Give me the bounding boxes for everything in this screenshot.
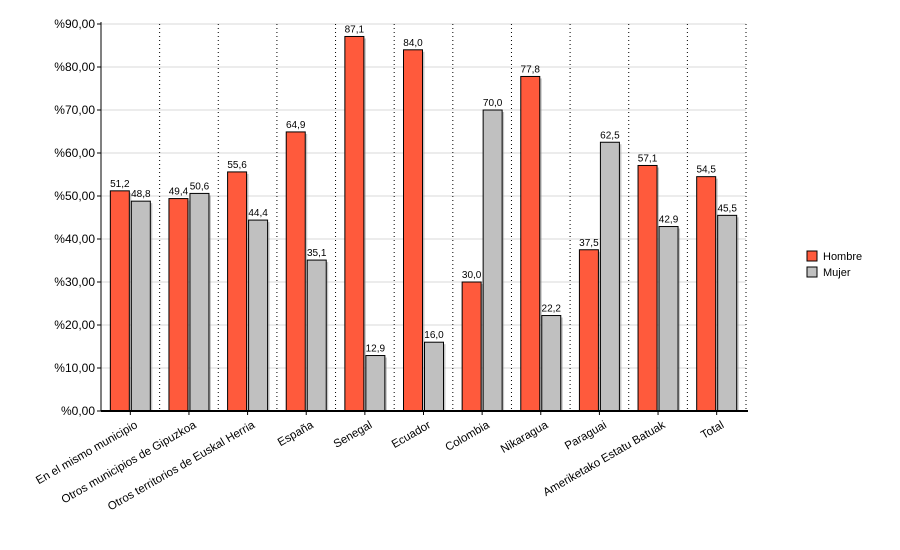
bar-mujer xyxy=(541,315,562,412)
bar-hombre xyxy=(168,198,189,412)
x-category-label: Nikaragua xyxy=(499,419,551,456)
x-category-label: Total xyxy=(699,419,726,442)
y-tick-label: %50,00 xyxy=(54,189,95,203)
y-tick-label: %40,00 xyxy=(54,232,95,246)
bar-mujer xyxy=(424,341,444,412)
y-tick-label: %10,00 xyxy=(54,361,95,375)
data-label-hombre: 30,0 xyxy=(462,270,482,281)
data-label-hombre: 51,2 xyxy=(110,179,130,190)
bar-mujer xyxy=(658,226,679,412)
bar-hombre xyxy=(637,164,658,412)
bar-mujer xyxy=(248,219,269,412)
data-label-mujer: 50,6 xyxy=(190,181,210,192)
bar-mujer xyxy=(189,192,210,412)
bar-mujer xyxy=(130,200,151,412)
x-category-label: Senegal xyxy=(332,419,375,451)
bar-hombre xyxy=(696,176,717,412)
data-label-mujer: 42,9 xyxy=(659,215,679,226)
y-tick-label: %60,00 xyxy=(54,146,95,160)
data-label-mujer: 45,5 xyxy=(717,203,737,214)
legend-swatch-hombre xyxy=(806,250,818,262)
y-tick-label: %20,00 xyxy=(54,318,95,332)
legend-label-mujer: Mujer xyxy=(823,267,851,279)
data-label-hombre: 84,0 xyxy=(403,38,423,49)
data-label-hombre: 64,9 xyxy=(286,120,306,131)
data-label-hombre: 49,4 xyxy=(169,187,189,198)
bars xyxy=(109,35,739,412)
bar-hombre xyxy=(285,131,306,412)
bar-hombre xyxy=(109,190,130,412)
data-label-hombre: 54,5 xyxy=(696,165,716,176)
data-label-mujer: 22,2 xyxy=(542,304,562,315)
y-tick-label: %90,00 xyxy=(54,17,95,31)
legend: Hombre Mujer xyxy=(806,250,862,279)
bar-hombre xyxy=(461,281,482,412)
x-category-label: Paraguai xyxy=(563,419,609,452)
y-axis-ticks: %0,00 %10,00 %20,00 %30,00 %40,00 %50,00 %60,0… xyxy=(54,17,101,418)
y-tick-label: %30,00 xyxy=(54,275,95,289)
data-label-mujer: 62,5 xyxy=(600,130,620,141)
bar-mujer xyxy=(599,141,620,412)
bar-mujer xyxy=(365,355,386,412)
bar-hombre xyxy=(403,49,423,412)
x-category-label: En el mismo municipio xyxy=(34,419,140,487)
data-label-hombre: 87,1 xyxy=(345,24,365,35)
y-tick-label: %0,00 xyxy=(61,404,95,418)
bar-hombre xyxy=(520,75,541,412)
data-label-hombre: 57,1 xyxy=(638,153,658,164)
legend-swatch-mujer xyxy=(806,266,818,278)
x-category-label: Ecuador xyxy=(390,419,433,451)
legend-label-hombre: Hombre xyxy=(823,251,862,263)
bar-hombre xyxy=(227,171,248,412)
data-label-mujer: 12,9 xyxy=(366,344,386,355)
data-label-mujer: 35,1 xyxy=(307,248,327,259)
x-category-label: Colombia xyxy=(444,419,493,454)
x-category-label: España xyxy=(276,419,316,449)
data-labels: 51,248,8 49,4 50,6 55,6 44,4 64,9 35,1 87,1 12,9… xyxy=(110,24,737,354)
bar-hombre xyxy=(578,249,599,412)
bar-hombre xyxy=(344,35,365,412)
axes xyxy=(100,22,748,412)
bar-mujer xyxy=(717,214,738,412)
bar-mujer xyxy=(482,109,503,412)
y-tick-label: %70,00 xyxy=(54,103,95,117)
data-label-mujer: 16,0 xyxy=(424,330,444,341)
data-label-hombre: 37,5 xyxy=(579,238,599,249)
bar-mujer xyxy=(306,259,327,412)
data-label-hombre: 55,6 xyxy=(227,160,247,171)
data-label-mujer: 70,0 xyxy=(483,98,503,109)
data-label-hombre: 77,8 xyxy=(521,64,541,75)
data-label-mujer: 44,4 xyxy=(248,208,268,219)
data-label-mujer: 48,8 xyxy=(131,189,151,200)
y-tick-label: %80,00 xyxy=(54,60,95,74)
